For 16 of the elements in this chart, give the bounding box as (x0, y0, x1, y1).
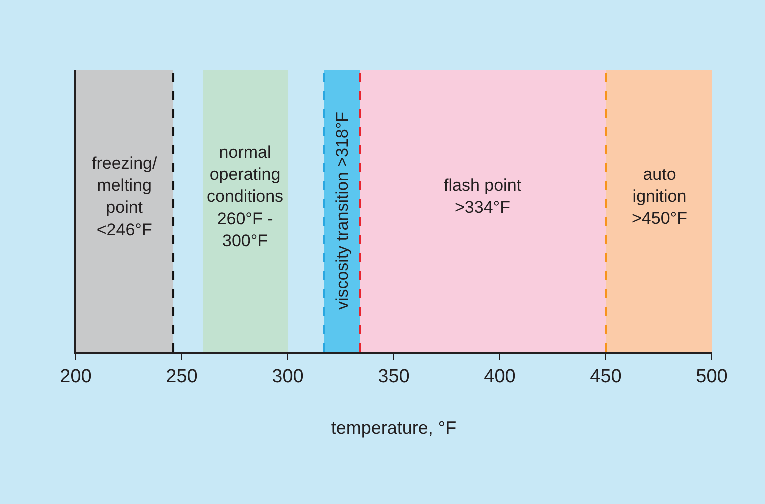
series-label: freezing/ melting point <246°F (92, 154, 158, 240)
x-tick-label: 250 (166, 366, 198, 388)
bar (606, 70, 712, 352)
x-tick-label: 450 (590, 366, 622, 388)
x-axis-title: temperature, °F (331, 418, 457, 438)
x-tick-label: 350 (378, 366, 410, 388)
series-label: normal operating conditions 260°F - 300°F (207, 143, 284, 250)
x-tick-label: 400 (484, 366, 516, 388)
bar (360, 70, 606, 352)
bar (203, 70, 288, 352)
x-tick-label: 200 (60, 366, 92, 388)
series-label: auto ignition >450°F (632, 165, 688, 228)
x-tick-label: 500 (696, 366, 728, 388)
x-tick-label: 300 (272, 366, 304, 388)
series-label: viscosity transition >318°F (333, 112, 352, 310)
series-label: flash point >334°F (444, 176, 522, 218)
